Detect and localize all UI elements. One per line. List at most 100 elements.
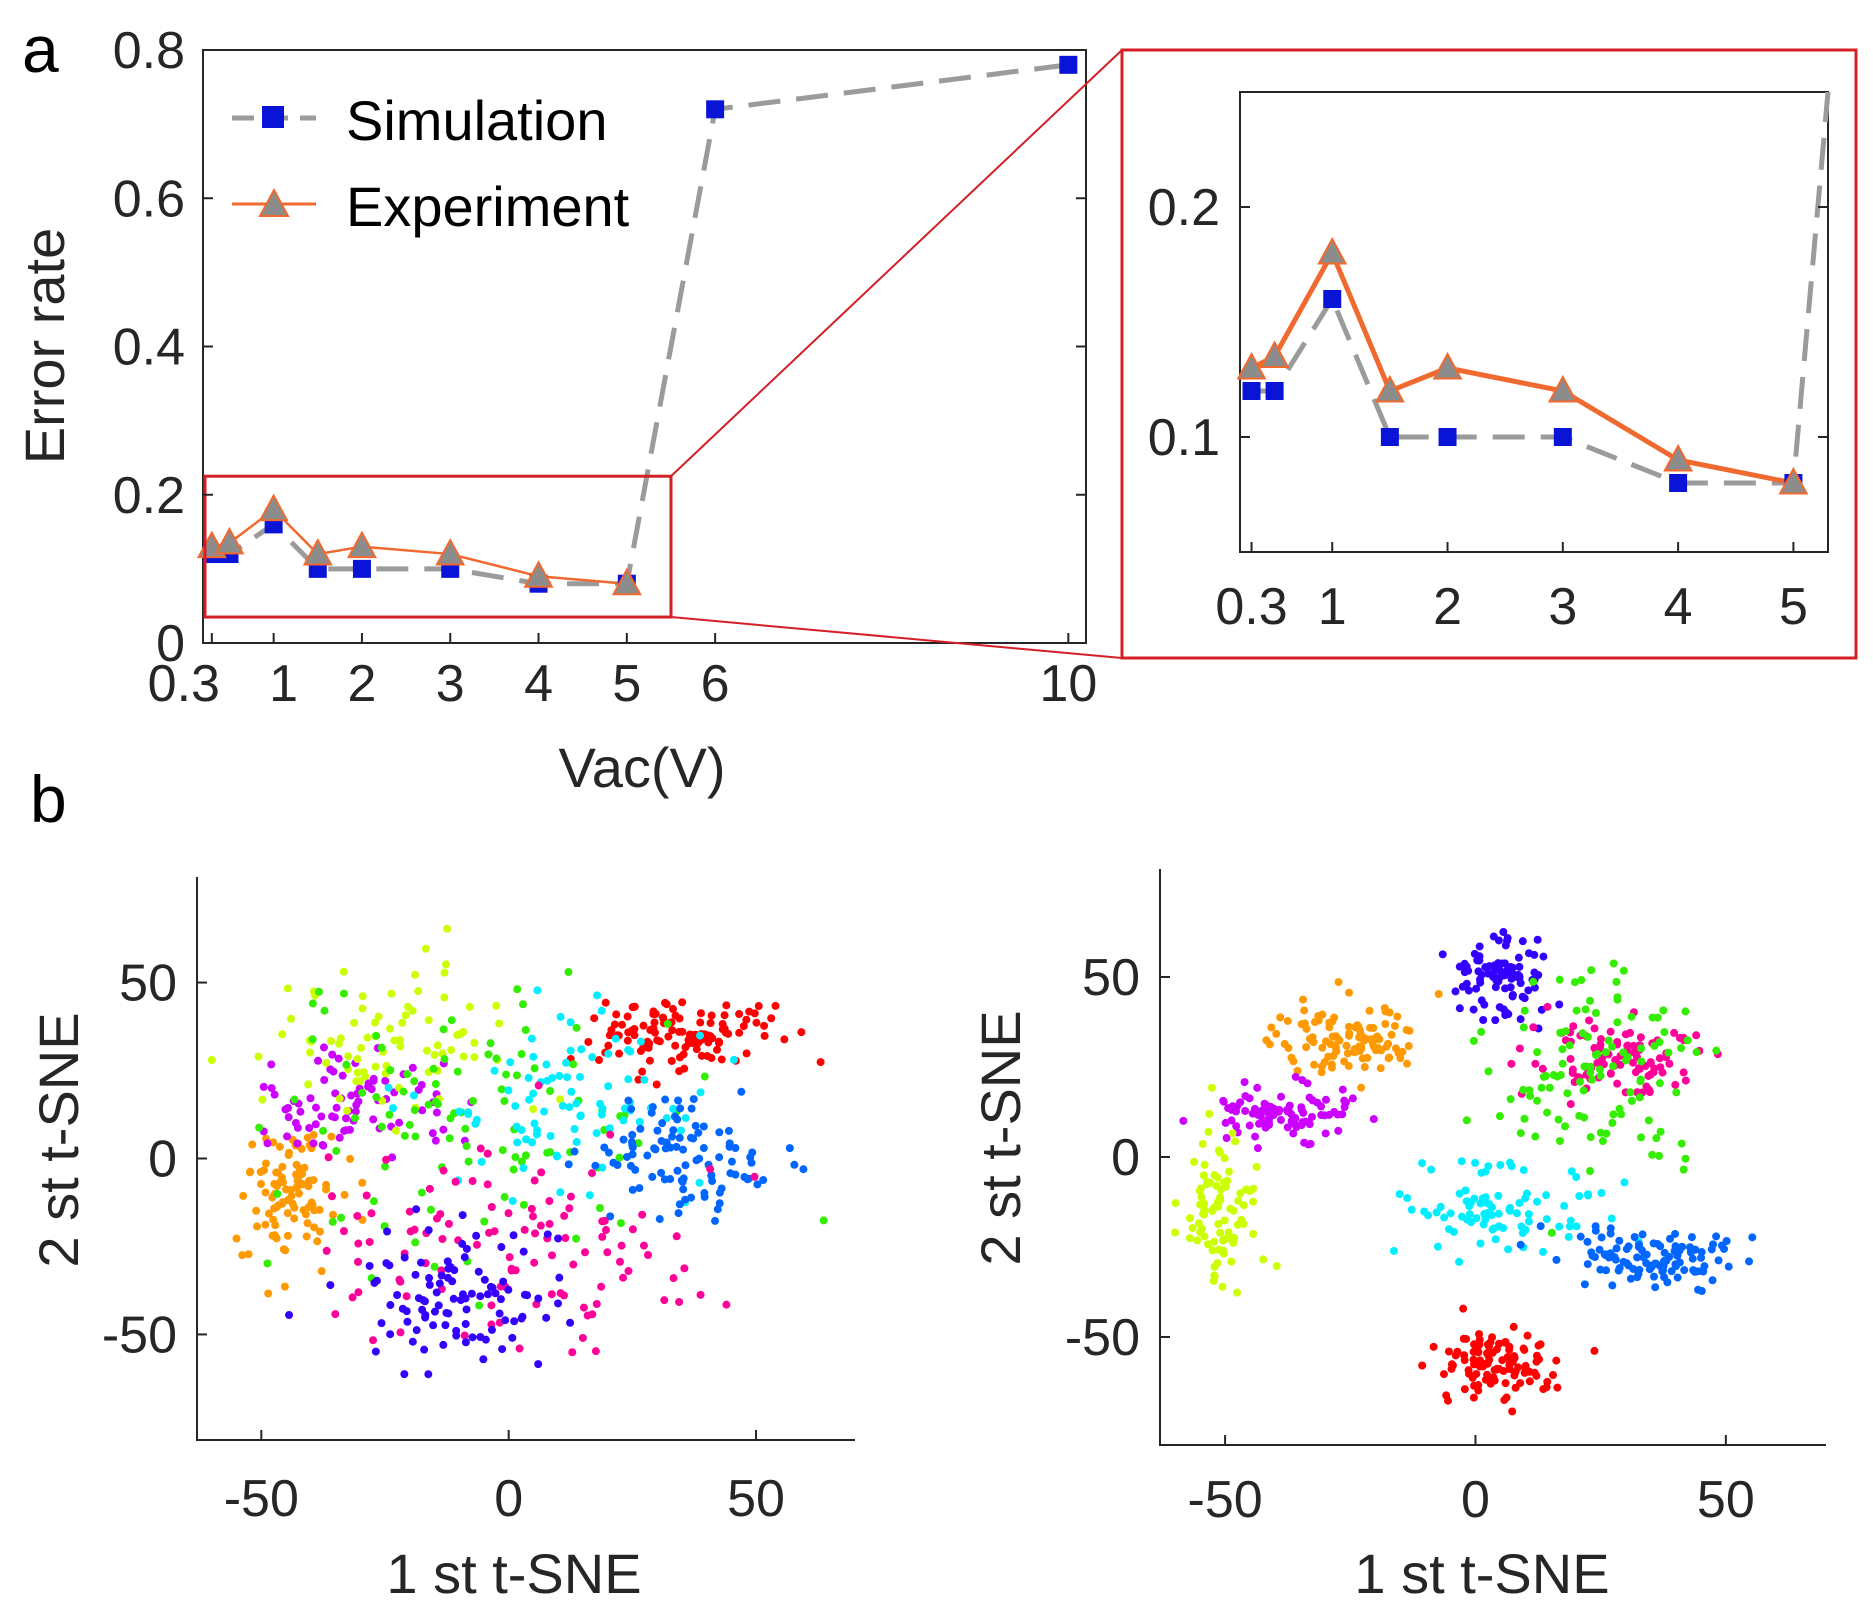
chart-a-main-experiment-point xyxy=(346,530,377,559)
chart-b-left-point-cluster-8 xyxy=(402,1292,411,1301)
chart-b-left-point-cluster-5 xyxy=(290,1095,299,1104)
chart-b-right-point-cluster-8 xyxy=(1615,1236,1624,1245)
chart-b-left-point-cluster-1 xyxy=(601,998,610,1007)
chart-b-left-point-cluster-4 xyxy=(495,1019,504,1028)
chart-b-right-point-cluster-2 xyxy=(1342,1041,1351,1050)
chart-b-left-point-cluster-7 xyxy=(624,1096,633,1105)
chart-b-right-point-cluster-1 xyxy=(1518,992,1527,1001)
chart-b-left-point-cluster-6 xyxy=(548,1073,557,1082)
chart-b-left-point-cluster-4 xyxy=(322,1058,331,1067)
chart-b-left-point-cluster-6 xyxy=(524,1073,533,1082)
chart-b-left-point-cluster-5 xyxy=(320,1006,329,1015)
chart-b-right-point-cluster-6 xyxy=(1220,1216,1229,1225)
chart-b-right-point-cluster-6 xyxy=(1196,1228,1205,1237)
chart-a-main-simulation-line xyxy=(211,62,1069,587)
chart-b-left-point-cluster-8 xyxy=(750,1172,759,1181)
chart-b-left-point-cluster-5 xyxy=(486,1039,495,1048)
chart-b-left-point-cluster-3 xyxy=(291,1119,300,1128)
chart-b-left-point-cluster-7 xyxy=(643,1151,652,1160)
chart-b-left-point-cluster-4 xyxy=(358,1004,367,1013)
chart-a-zoom-xtick-label: 4 xyxy=(1664,578,1693,636)
chart-b-right-point-cluster-8 xyxy=(1590,1252,1599,1261)
chart-b-left-point-cluster-5 xyxy=(308,1035,317,1044)
chart-b-left-point-cluster-8 xyxy=(598,1232,607,1241)
chart-b-right-point-cluster-2 xyxy=(1299,995,1308,1004)
chart-b-right-point-cluster-7 xyxy=(1494,1209,1503,1218)
chart-b-right-point-cluster-2 xyxy=(1345,988,1354,997)
chart-b-right-point-cluster-4 xyxy=(1645,1085,1654,1094)
chart-b-left-point-cluster-1 xyxy=(618,1020,627,1029)
chart-b-left-point-cluster-5 xyxy=(446,1114,455,1123)
chart-b-left-point-cluster-4 xyxy=(396,1042,405,1051)
chart-b-right-point-cluster-6 xyxy=(1208,1206,1217,1215)
chart-b-left-point-cluster-8 xyxy=(382,1155,391,1164)
chart-b-right-point-cluster-7 xyxy=(1481,1167,1490,1176)
chart-b-right-point-cluster-2 xyxy=(1344,1062,1353,1071)
chart-a-main-experiment-point xyxy=(302,537,333,566)
chart-b-left-point-cluster-8 xyxy=(531,1229,540,1238)
chart-a-zoom-experiment-point xyxy=(1663,443,1694,472)
chart-b-right-point-cluster-7 xyxy=(1597,1189,1606,1198)
chart-b-left-point-cluster-9 xyxy=(429,1321,438,1330)
chart-b-right-point-cluster-8 xyxy=(1624,1242,1633,1251)
chart-b-right-point-cluster-2 xyxy=(1305,1034,1314,1043)
chart-b-left-point-cluster-6 xyxy=(389,1104,398,1113)
chart-b-right-point-cluster-6 xyxy=(1205,1109,1214,1118)
chart-b-right-point-cluster-6 xyxy=(1249,1197,1258,1206)
chart-b-right-point-cluster-1 xyxy=(1464,986,1473,995)
chart-b-left-point-cluster-4 xyxy=(442,960,451,969)
chart-b-right-point-cluster-8 xyxy=(1604,1253,1613,1262)
chart-b-right-point-cluster-5 xyxy=(1565,1041,1574,1050)
chart-b-right-xtick-label: 0 xyxy=(1461,1471,1490,1529)
chart-b-right-point-cluster-6 xyxy=(1210,1262,1219,1271)
chart-b-left-point-cluster-9 xyxy=(377,1319,386,1328)
chart-b-left-point-cluster-8 xyxy=(490,1227,499,1236)
chart-b-left-point-cluster-8 xyxy=(600,1216,609,1225)
chart-b-left-point-cluster-9 xyxy=(499,1277,508,1286)
chart-b-right-point-cluster-6 xyxy=(1239,1219,1248,1228)
chart-b-left-point-cluster-6 xyxy=(519,1164,528,1173)
chart-b-left-point-cluster-9 xyxy=(412,1326,421,1335)
chart-b-right-point-cluster-5 xyxy=(1637,1133,1646,1142)
chart-a-main-xtick-label: 2 xyxy=(347,655,376,713)
chart-b-left-point-cluster-4 xyxy=(343,1106,352,1115)
chart-b-right-point-cluster-4 xyxy=(1646,1058,1655,1067)
chart-b-right-point-cluster-5 xyxy=(1556,1071,1565,1080)
chart-b-left-point-cluster-4 xyxy=(352,1077,361,1086)
chart-b-left-point-cluster-5 xyxy=(521,1151,530,1160)
chart-b-left-point-cluster-7 xyxy=(687,1104,696,1113)
chart-b-left-point-cluster-9 xyxy=(400,1253,409,1262)
chart-b-left-point-cluster-8 xyxy=(547,1251,556,1260)
chart-b-left-point-cluster-5 xyxy=(517,1050,526,1059)
chart-b-left-point-cluster-5 xyxy=(461,1124,470,1133)
chart-b-left-point-cluster-8 xyxy=(444,1219,453,1228)
chart-a-ylabel: Error rate xyxy=(13,228,76,465)
chart-b-right-point-cluster-3 xyxy=(1338,1085,1347,1094)
chart-b-right-point-cluster-4 xyxy=(1543,1002,1552,1011)
chart-b-right-point-cluster-4 xyxy=(1613,1079,1622,1088)
chart-b-right-point-cluster-4 xyxy=(1634,1064,1643,1073)
chart-b-left-point-cluster-1 xyxy=(659,1013,668,1022)
chart-b-left-point-cluster-3 xyxy=(347,1091,356,1100)
chart-b-right-point-cluster-5 xyxy=(1679,1165,1688,1174)
chart-a-main-experiment-point xyxy=(214,526,245,555)
chart-b-right-point-cluster-6 xyxy=(1214,1219,1223,1228)
chart-b-left-point-cluster-8 xyxy=(602,1226,611,1235)
chart-b-right-xlabel: 1 st t-SNE xyxy=(1354,1542,1609,1605)
chart-b-left-point-cluster-5 xyxy=(342,1060,351,1069)
chart-b-left-point-cluster-6 xyxy=(576,1072,585,1081)
chart-b-left-point-cluster-6 xyxy=(506,1058,515,1067)
chart-b-right-point-cluster-2 xyxy=(1385,1008,1394,1017)
chart-b-left-point-cluster-4 xyxy=(430,1050,439,1059)
chart-b-left-point-cluster-1 xyxy=(704,1031,713,1040)
chart-b-right-point-cluster-1 xyxy=(1518,937,1527,946)
chart-b-left-point-cluster-7 xyxy=(725,1142,734,1151)
chart-b-left-point-cluster-9 xyxy=(496,1295,505,1304)
chart-b-left-point-cluster-2 xyxy=(248,1140,257,1149)
chart-b-left-point-cluster-2 xyxy=(346,1154,355,1163)
chart-b-left-point-cluster-5 xyxy=(328,1217,337,1226)
zoom-connector-top xyxy=(670,49,1123,477)
chart-b-right-point-cluster-7 xyxy=(1564,1232,1573,1241)
chart-b-right-point-cluster-5 xyxy=(1545,1083,1554,1092)
